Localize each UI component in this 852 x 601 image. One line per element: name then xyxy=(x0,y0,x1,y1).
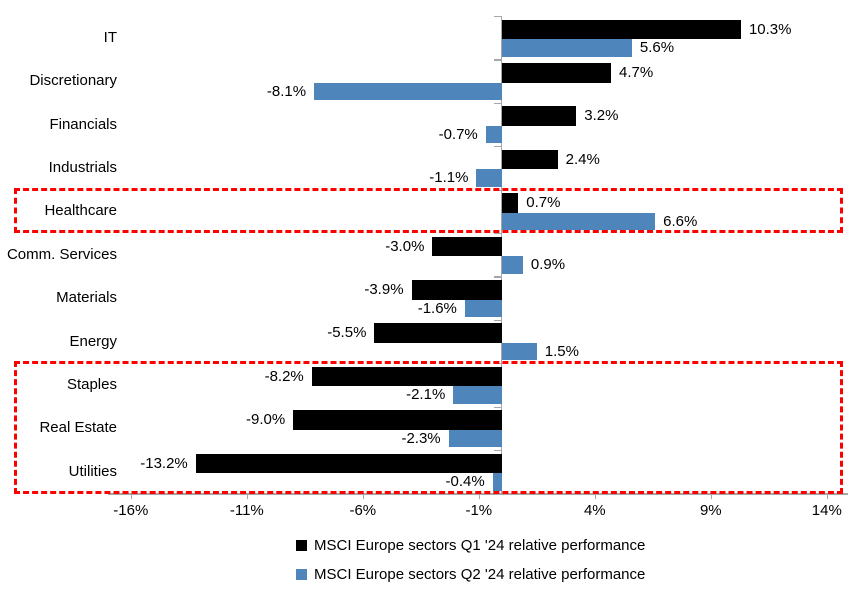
x-axis-tick xyxy=(826,493,828,500)
bar-q1-healthcare xyxy=(502,193,519,213)
value-label-q1-real-estate: -9.0% xyxy=(246,411,286,429)
bar-q2-energy xyxy=(502,342,537,361)
value-label-q2-materials: -1.6% xyxy=(417,299,457,317)
bar-q2-industrials xyxy=(476,169,502,187)
category-axis-tick xyxy=(493,16,501,18)
x-axis-tick xyxy=(362,493,364,500)
x-axis-tick-label: -11% xyxy=(229,502,264,520)
bar-q1-it xyxy=(502,19,741,40)
value-label-q1-materials: -3.9% xyxy=(364,281,404,298)
x-axis-tick xyxy=(478,493,480,500)
bar-q2-financials xyxy=(485,125,502,144)
category-label-it: IT xyxy=(103,28,117,46)
bar-q2-comm-services xyxy=(502,256,523,274)
category-axis-tick xyxy=(493,146,501,148)
x-axis-tick-label: 9% xyxy=(699,502,722,520)
bar-q1-materials xyxy=(411,280,502,300)
bar-q2-staples xyxy=(453,386,502,404)
value-label-q1-it: 10.3% xyxy=(748,20,792,38)
value-label-q2-healthcare: 6.6% xyxy=(663,212,698,230)
x-axis-tick-label: -1% xyxy=(465,502,493,520)
legend-label-q2: MSCI Europe sectors Q2 '24 relative perf… xyxy=(314,565,646,583)
category-label-discretionary: Discretionary xyxy=(29,72,117,90)
bar-q2-it xyxy=(502,39,632,57)
value-label-q1-energy: -5.5% xyxy=(327,324,367,342)
value-label-q1-comm-services: -3.0% xyxy=(385,237,425,255)
value-label-q1-industrials: 2.4% xyxy=(565,150,600,168)
x-axis-tick-label: -6% xyxy=(349,502,377,520)
value-label-q2-it: 5.6% xyxy=(639,39,675,57)
category-axis-tick xyxy=(493,450,501,452)
x-axis-tick xyxy=(246,493,248,500)
bar-q1-utilities xyxy=(195,453,502,474)
x-axis-tick-label: 4% xyxy=(583,502,606,520)
bar-q2-discretionary xyxy=(314,82,502,100)
value-label-q1-staples: -8.2% xyxy=(264,367,304,385)
bar-q1-financials xyxy=(502,106,577,126)
category-axis-tick xyxy=(493,102,501,104)
x-axis-tick xyxy=(130,493,132,500)
category-label-energy: Energy xyxy=(69,332,117,350)
value-label-q1-financials: 3.2% xyxy=(584,107,619,125)
q1-series-swatch xyxy=(296,539,307,551)
bar-q1-industrials xyxy=(502,149,558,170)
x-axis-line xyxy=(108,493,848,495)
category-axis-tick xyxy=(493,493,501,495)
value-label-q2-industrials: -1.1% xyxy=(429,169,469,187)
bar-q1-comm-services xyxy=(432,236,502,257)
value-label-q2-financials: -0.7% xyxy=(438,125,478,143)
legend: MSCI Europe sectors Q1 '24 relative perf… xyxy=(296,536,645,594)
category-label-financials: Financials xyxy=(49,115,117,133)
highlight-box-staples-realestate-utilities xyxy=(14,361,843,494)
highlight-box-healthcare xyxy=(14,187,843,234)
value-label-q2-comm-services: 0.9% xyxy=(530,256,566,274)
category-label-healthcare: Healthcare xyxy=(44,202,117,220)
bar-q2-materials xyxy=(464,299,502,317)
category-label-industrials: Industrials xyxy=(48,158,117,176)
legend-item-q2: MSCI Europe sectors Q2 '24 relative perf… xyxy=(296,565,645,583)
value-label-q1-discretionary: 4.7% xyxy=(619,64,654,81)
legend-label-q1: MSCI Europe sectors Q1 '24 relative perf… xyxy=(314,536,646,554)
category-label-staples: Staples xyxy=(66,375,117,393)
x-axis-tick-label: -16% xyxy=(113,502,149,520)
x-axis-tick-label: 14% xyxy=(811,502,842,520)
value-label-q2-energy: 1.5% xyxy=(544,342,579,360)
legend-item-q1: MSCI Europe sectors Q1 '24 relative perf… xyxy=(296,536,645,554)
category-axis-tick xyxy=(493,59,501,61)
bar-q1-staples xyxy=(311,366,502,387)
bar-q1-energy xyxy=(374,323,502,343)
category-label-materials: Materials xyxy=(56,289,117,307)
q2-series-swatch xyxy=(296,568,307,580)
value-label-q2-utilities: -0.4% xyxy=(445,473,485,491)
value-label-q2-staples: -2.1% xyxy=(406,386,446,404)
category-axis-tick xyxy=(493,276,501,278)
category-label-real-estate: Real Estate xyxy=(39,419,117,437)
category-axis-tick xyxy=(493,319,501,321)
bar-q2-utilities xyxy=(492,473,502,491)
bar-q2-healthcare xyxy=(502,212,656,231)
category-axis-tick xyxy=(493,406,501,408)
bar-q1-discretionary xyxy=(502,63,612,83)
category-axis-tick xyxy=(493,233,501,235)
x-axis-tick xyxy=(710,493,712,500)
bar-q2-real-estate xyxy=(448,429,502,448)
value-label-q2-real-estate: -2.3% xyxy=(401,429,441,447)
x-axis-tick xyxy=(594,493,596,500)
value-label-q2-discretionary: -8.1% xyxy=(266,82,307,100)
value-label-q1-utilities: -13.2% xyxy=(140,454,188,472)
value-label-q1-healthcare: 0.7% xyxy=(526,194,561,212)
category-label-comm-services: Comm. Services xyxy=(6,245,117,263)
bar-q1-real-estate xyxy=(293,410,502,430)
category-label-utilities: Utilities xyxy=(68,462,117,480)
